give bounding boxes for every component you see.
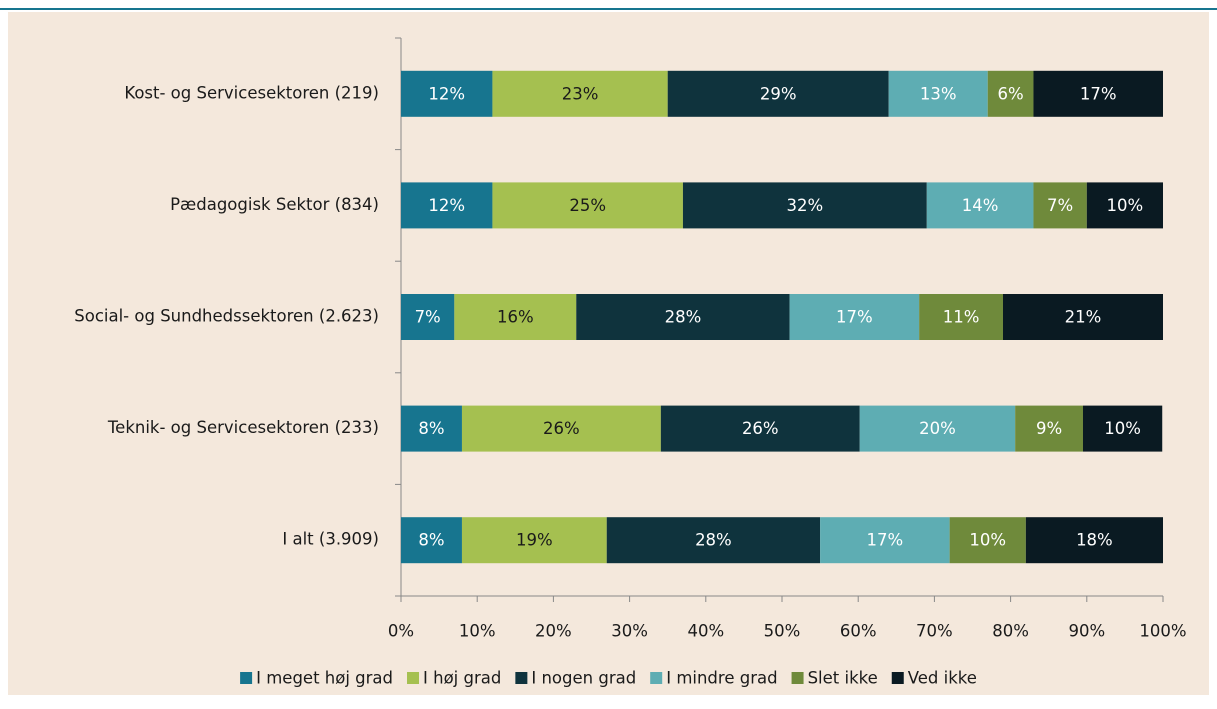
bar-segment bbox=[401, 517, 462, 564]
bar-segment bbox=[660, 405, 860, 452]
y-tick-label: Social- og Sundhedssektoren (2.623) bbox=[74, 307, 379, 326]
x-tick-label: 90% bbox=[1068, 622, 1105, 641]
legend-swatch bbox=[240, 672, 253, 684]
legend-label: I mindre grad bbox=[666, 669, 777, 688]
data-label: 10% bbox=[1104, 419, 1141, 438]
bar-segment bbox=[454, 294, 577, 340]
bar-segment bbox=[401, 294, 455, 340]
data-label: 18% bbox=[1076, 531, 1113, 550]
data-label: 6% bbox=[998, 84, 1024, 103]
x-tick-label: 20% bbox=[535, 622, 572, 641]
data-label: 17% bbox=[867, 531, 904, 550]
bar-segment bbox=[1086, 182, 1163, 229]
bar-segment bbox=[1033, 70, 1163, 117]
x-tick-label: 0% bbox=[388, 622, 414, 641]
legend-swatch bbox=[407, 672, 420, 684]
bar-segment bbox=[401, 182, 493, 229]
bar-segment bbox=[1033, 182, 1087, 229]
bar-segment bbox=[888, 70, 988, 117]
bar-segment bbox=[576, 294, 790, 340]
y-tick-label: I alt (3.909) bbox=[282, 530, 379, 549]
data-label: 25% bbox=[569, 196, 606, 215]
bar-segment bbox=[401, 70, 493, 117]
bar-segment bbox=[1015, 405, 1083, 452]
data-label: 9% bbox=[1036, 419, 1062, 438]
legend-swatch bbox=[515, 672, 528, 684]
data-label: 23% bbox=[562, 84, 599, 103]
bar-segment bbox=[682, 182, 927, 229]
data-label: 26% bbox=[543, 419, 580, 438]
legend-swatch bbox=[650, 672, 663, 684]
bar-segment bbox=[919, 294, 1003, 340]
x-tick-label: 30% bbox=[611, 622, 648, 641]
data-label: 11% bbox=[943, 308, 980, 327]
bar-segment bbox=[401, 405, 462, 452]
data-label: 26% bbox=[742, 419, 779, 438]
data-label: 10% bbox=[969, 531, 1006, 550]
data-label: 20% bbox=[919, 419, 956, 438]
data-label: 10% bbox=[1107, 196, 1144, 215]
bar-segment bbox=[949, 517, 1026, 564]
legend-label: Ved ikke bbox=[908, 669, 977, 688]
y-tick-label: Kost- og Servicesektoren (219) bbox=[124, 83, 379, 102]
data-label: 17% bbox=[836, 308, 873, 327]
data-label: 14% bbox=[962, 196, 999, 215]
x-tick-label: 10% bbox=[459, 622, 496, 641]
data-label: 28% bbox=[695, 531, 732, 550]
bar-segment bbox=[926, 182, 1034, 229]
bar-segment bbox=[667, 70, 889, 117]
legend-label: I nogen grad bbox=[531, 669, 636, 688]
data-label: 17% bbox=[1080, 84, 1117, 103]
bar-segment bbox=[492, 182, 683, 229]
legend-label: I meget høj grad bbox=[256, 669, 393, 688]
bar-segment bbox=[859, 405, 1016, 452]
data-label: 19% bbox=[516, 531, 553, 550]
bar-segment bbox=[1082, 405, 1163, 452]
data-label: 7% bbox=[1047, 196, 1073, 215]
bar-segment bbox=[461, 517, 607, 564]
legend-label: I høj grad bbox=[423, 669, 501, 688]
data-label: 13% bbox=[920, 84, 957, 103]
bar-segment bbox=[1002, 294, 1163, 340]
bar-segment bbox=[606, 517, 821, 564]
x-tick-label: 80% bbox=[992, 622, 1029, 641]
x-tick-label: 60% bbox=[840, 622, 877, 641]
x-tick-label: 50% bbox=[764, 622, 801, 641]
bar-segment bbox=[987, 70, 1034, 117]
bar-segment bbox=[492, 70, 668, 117]
bar-segment bbox=[820, 517, 950, 564]
legend-label: Slet ikke bbox=[808, 669, 878, 688]
data-label: 7% bbox=[415, 308, 441, 327]
data-label: 16% bbox=[497, 308, 534, 327]
legend-swatch bbox=[891, 672, 904, 684]
data-label: 28% bbox=[665, 308, 702, 327]
data-label: 21% bbox=[1065, 308, 1102, 327]
bar-segment bbox=[461, 405, 661, 452]
data-label: 29% bbox=[760, 84, 797, 103]
x-tick-label: 70% bbox=[916, 622, 953, 641]
legend-swatch bbox=[791, 672, 804, 684]
x-tick-label: 40% bbox=[687, 622, 724, 641]
panel bbox=[8, 12, 1209, 695]
bar-segment bbox=[789, 294, 920, 340]
data-label: 8% bbox=[418, 419, 444, 438]
data-label: 32% bbox=[787, 196, 824, 215]
y-tick-label: Teknik- og Servicesektoren (233) bbox=[107, 418, 379, 437]
y-tick-label: Pædagogisk Sektor (834) bbox=[170, 195, 379, 214]
x-tick-label: 100% bbox=[1139, 622, 1186, 641]
bar-segment bbox=[1025, 517, 1163, 564]
data-label: 12% bbox=[428, 196, 465, 215]
data-label: 12% bbox=[428, 84, 465, 103]
data-label: 8% bbox=[418, 531, 444, 550]
